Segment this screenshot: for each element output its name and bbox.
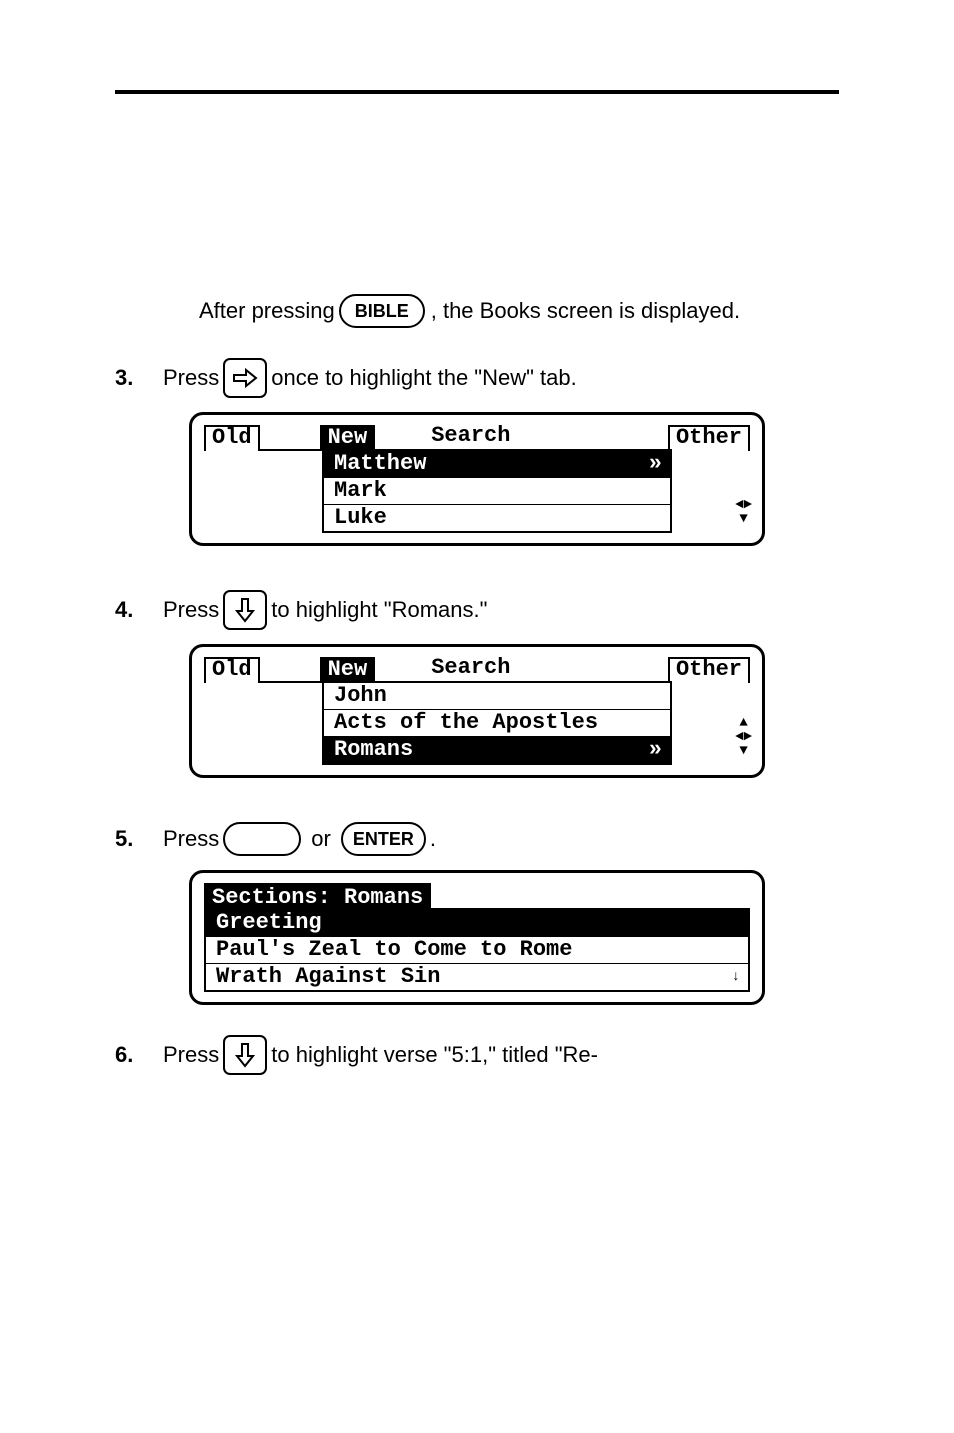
enter-key-pill: ENTER — [341, 822, 426, 856]
text: After pressing — [199, 298, 335, 324]
list-item: Wrath Against Sin ↓ — [206, 964, 748, 990]
tab-old: Old — [204, 657, 260, 683]
text: Press — [163, 597, 219, 623]
list-item: Greeting — [206, 910, 748, 937]
tab-new: New — [320, 657, 376, 683]
text: Press — [163, 365, 219, 391]
list-item-label: John — [334, 684, 387, 708]
scroll-down-icon: ↓ — [732, 965, 740, 989]
down-arrow-icon — [234, 597, 256, 623]
screen-title: Sections: Romans — [204, 883, 431, 910]
step-number: 4. — [115, 597, 163, 623]
down-arrow-key — [223, 1035, 267, 1075]
blank-key-pill — [223, 822, 301, 856]
list-item: Romans » — [324, 737, 670, 763]
list-item-label: Romans — [334, 738, 413, 762]
list-item: Acts of the Apostles — [324, 710, 670, 737]
chevron-right-icon: » — [649, 738, 662, 762]
lcd-screen-3: Sections: Romans Greeting Paul's Zeal to… — [189, 870, 765, 1005]
step-5: 5. Press or ENTER . — [115, 822, 839, 856]
text: . — [430, 826, 436, 852]
lcd-screen-2: Old New Search Other John Acts of the Ap… — [189, 644, 765, 778]
step-2-continuation: After pressing BIBLE , the Books screen … — [199, 294, 839, 328]
list-item: Mark — [324, 478, 670, 505]
list-item: Paul's Zeal to Come to Rome — [206, 937, 748, 964]
tab-search: Search — [425, 657, 516, 683]
text: , the Books screen is displayed. — [431, 298, 740, 324]
text: Press — [163, 826, 219, 852]
tab-new: New — [320, 425, 376, 451]
step-4: 4. Press to highlight "Romans." — [115, 590, 839, 630]
chevron-right-icon: » — [649, 452, 662, 476]
tab-other: Other — [668, 657, 750, 683]
list-item-label: Acts of the Apostles — [334, 711, 598, 735]
step-number: 3. — [115, 365, 163, 391]
lcd-screen-1: Old New Search Other Matthew » Mark Luke — [189, 412, 765, 546]
list-item-label: Matthew — [334, 452, 426, 476]
book-list: Matthew » Mark Luke — [322, 449, 672, 533]
list-item: Luke — [324, 505, 670, 531]
list-item-label: Greeting — [216, 911, 322, 935]
text: or — [311, 826, 331, 852]
list-item-label: Luke — [334, 506, 387, 530]
right-arrow-key — [223, 358, 267, 398]
nav-indicator-icon: ▲◄►▼ — [735, 717, 752, 757]
right-arrow-icon — [232, 367, 258, 389]
text: to highlight verse "5:1," titled "Re- — [271, 1042, 598, 1068]
list-item-label: Paul's Zeal to Come to Rome — [216, 938, 572, 962]
down-arrow-icon — [234, 1042, 256, 1068]
title-row: Sections: Romans — [204, 883, 750, 910]
list-item-label: Wrath Against Sin — [216, 965, 440, 989]
nav-indicator-icon: ◄►▼ — [735, 499, 752, 525]
step-6: 6. Press to highlight verse "5:1," title… — [115, 1035, 839, 1075]
down-arrow-key — [223, 590, 267, 630]
text: to highlight "Romans." — [271, 597, 487, 623]
tab-row: Old New Search Other — [204, 425, 750, 451]
top-rule — [115, 90, 839, 94]
list-item: Matthew » — [324, 451, 670, 478]
tab-row: Old New Search Other — [204, 657, 750, 683]
step-number: 6. — [115, 1042, 163, 1068]
tab-old: Old — [204, 425, 260, 451]
tab-other: Other — [668, 425, 750, 451]
section-list: Greeting Paul's Zeal to Come to Rome Wra… — [204, 908, 750, 992]
book-list: John Acts of the Apostles Romans » — [322, 681, 672, 765]
bible-key-pill: BIBLE — [339, 294, 425, 328]
tab-search: Search — [425, 425, 516, 451]
list-item: John — [324, 683, 670, 710]
step-number: 5. — [115, 826, 163, 852]
step-3: 3. Press once to highlight the "New" tab… — [115, 358, 839, 398]
text: once to highlight the "New" tab. — [271, 365, 576, 391]
list-item-label: Mark — [334, 479, 387, 503]
text: Press — [163, 1042, 219, 1068]
